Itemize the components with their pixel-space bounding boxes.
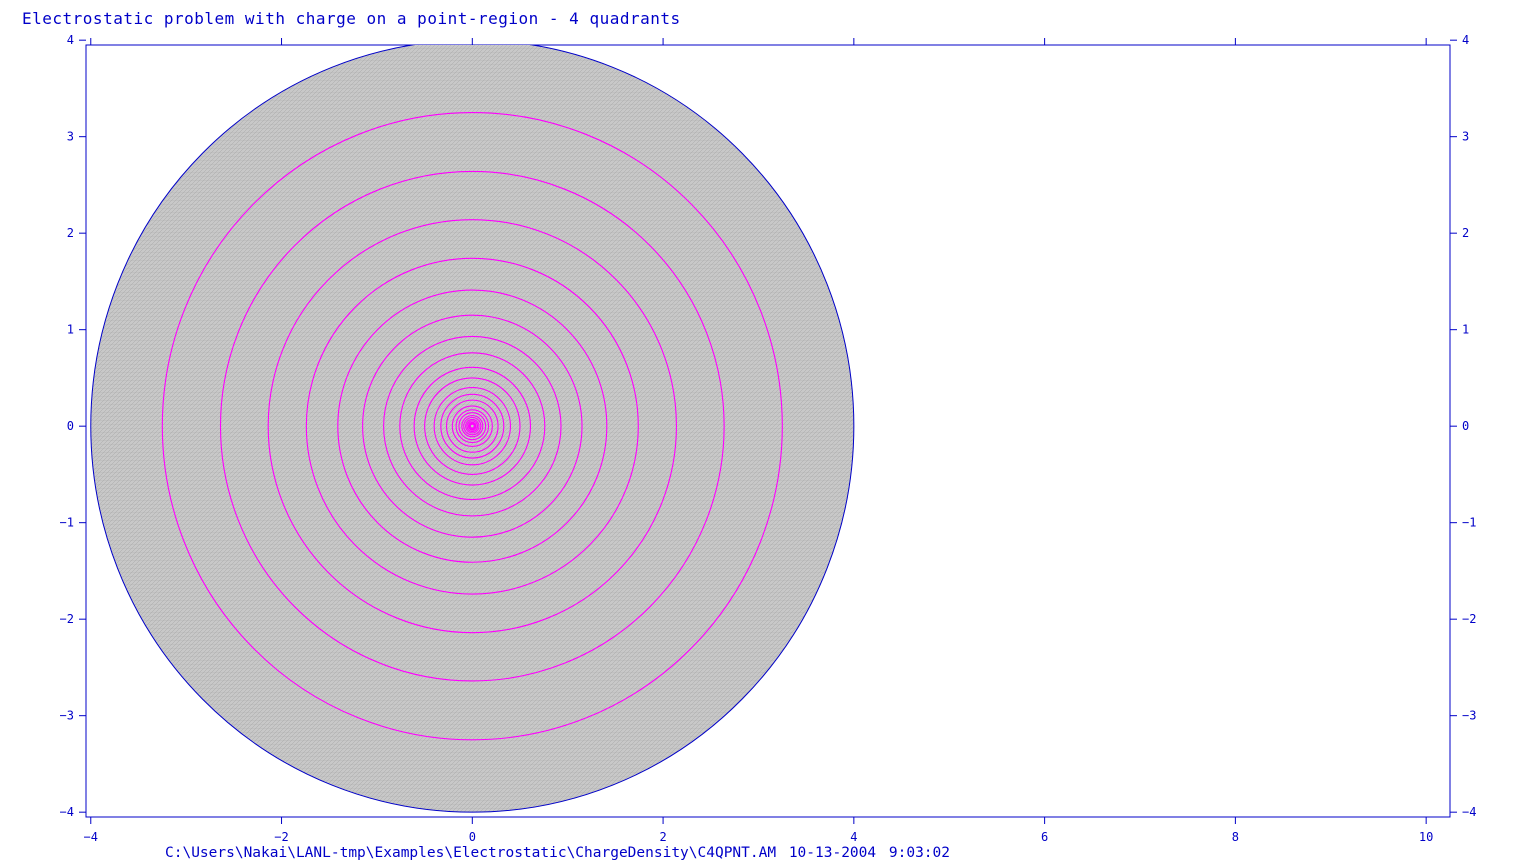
- region-boundary: [90, 45, 855, 813]
- contour-line-16: [461, 415, 484, 438]
- contour-line-19: [466, 420, 479, 433]
- x-tick-label-10: 10: [1419, 830, 1433, 844]
- y-tick-label-left-1: 1: [67, 323, 74, 337]
- contour-line-3: [305, 257, 639, 595]
- y-tick-label-left-2: 2: [67, 226, 74, 240]
- contour-line-4: [337, 289, 608, 563]
- y-tick-label-right-1: 1: [1462, 323, 1469, 337]
- contour-line-21: [468, 422, 476, 430]
- x-tick-label-6: 6: [1041, 830, 1048, 844]
- contour-line-5: [362, 314, 583, 538]
- file-path: C:\Users\Nakai\LANL-tmp\Examples\Electro…: [165, 845, 777, 861]
- x-tick-label-2: 2: [659, 830, 666, 844]
- contour-line-12: [446, 399, 499, 453]
- y-tick-label-right--4: −4: [1462, 805, 1476, 819]
- contour-line-11: [440, 393, 505, 459]
- contour-line-2: [267, 219, 677, 634]
- contour-line-18: [465, 418, 480, 434]
- y-tick-label-left-0: 0: [67, 419, 74, 433]
- mesh-layer: [90, 45, 855, 813]
- x-tick-label-4: 4: [850, 830, 857, 844]
- y-tick-label-right--3: −3: [1462, 709, 1476, 723]
- contour-line-9: [424, 377, 521, 475]
- file-date: 10-13-2004: [788, 845, 877, 861]
- contour-layer: [161, 111, 783, 741]
- plot-title: Electrostatic problem with charge on a p…: [22, 9, 681, 28]
- contour-line-22: [469, 423, 475, 429]
- y-tick-label-left--1: −1: [60, 516, 74, 530]
- y-tick-label-left-3: 3: [67, 130, 74, 144]
- contour-line-1: [219, 170, 725, 682]
- y-tick-label-right-4: 4: [1462, 33, 1469, 47]
- y-tick-label-left-4: 4: [67, 33, 74, 47]
- x-tick-label--4: −4: [84, 830, 98, 844]
- file-time: 9:03:02: [888, 845, 950, 861]
- contour-line-8: [413, 366, 532, 486]
- x-tick-label-8: 8: [1232, 830, 1239, 844]
- contour-line-6: [383, 335, 562, 517]
- mesh-region: [90, 45, 854, 813]
- x-tick-label--2: −2: [274, 830, 288, 844]
- y-tick-label-left--2: −2: [60, 612, 74, 626]
- y-tick-label-right-0: 0: [1462, 419, 1469, 433]
- contour-line-7: [399, 352, 546, 501]
- x-tick-label-0: 0: [469, 830, 476, 844]
- contour-line-17: [463, 416, 482, 436]
- y-tick-label-right--2: −2: [1462, 612, 1476, 626]
- contour-line-0: [161, 111, 783, 741]
- y-tick-label-left--3: −3: [60, 709, 74, 723]
- contour-line-15: [458, 412, 487, 441]
- axis-layer: −4 −2 0 2 4 6 8 104 43 32 21 10 0−1 −1−2 −2−3 −3−4 −4: [60, 33, 1477, 844]
- y-tick-label-right-2: 2: [1462, 226, 1469, 240]
- y-tick-label-right-3: 3: [1462, 130, 1469, 144]
- contour-line-14: [455, 409, 490, 444]
- contour-line-10: [433, 387, 512, 466]
- contour-line-20: [467, 421, 477, 431]
- file-footer: C:\Users\Nakai\LANL-tmp\Examples\Electro…: [165, 845, 954, 861]
- y-tick-label-right--1: −1: [1462, 516, 1476, 530]
- y-tick-label-left--4: −4: [60, 805, 74, 819]
- contour-line-13: [451, 405, 493, 447]
